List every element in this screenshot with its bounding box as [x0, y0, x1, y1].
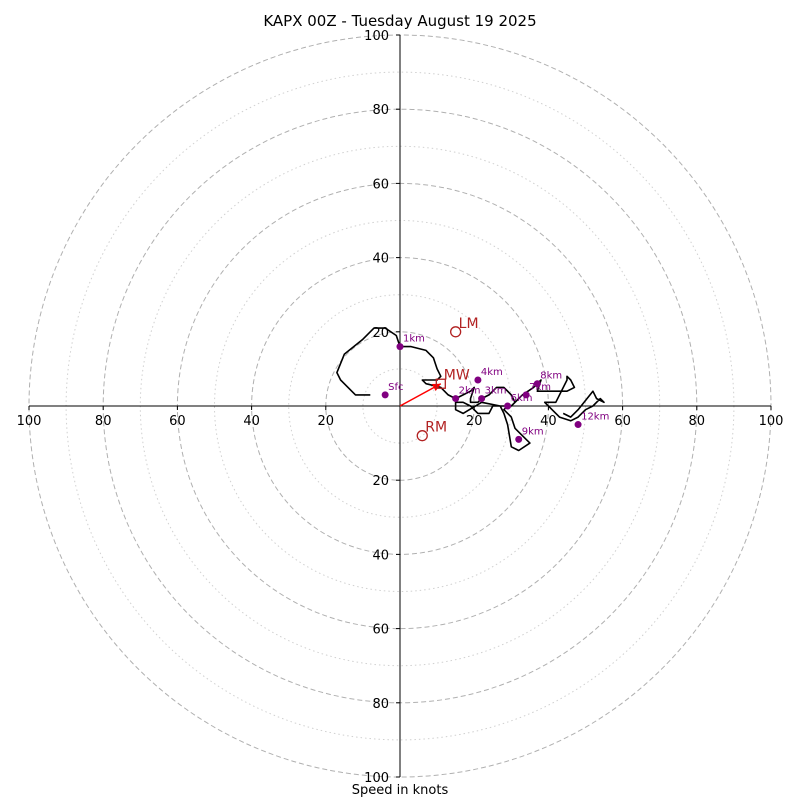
motion-label-lm: LM — [459, 316, 479, 332]
motion-label-rm: RM — [425, 420, 447, 436]
y-tick-label: 100 — [364, 771, 389, 786]
x-tick-label: 40 — [540, 414, 557, 429]
height-marker-sfc — [381, 391, 389, 399]
x-tick-label: 80 — [95, 414, 112, 429]
height-marker-7km — [522, 391, 530, 399]
y-tick-label: 40 — [372, 252, 389, 267]
height-marker-2km — [452, 395, 460, 403]
hodograph-line — [336, 327, 605, 452]
motion-marker-rm — [416, 430, 428, 442]
hodograph-trace — [336, 327, 605, 452]
height-marker-8km — [533, 380, 541, 388]
y-tick-label: 100 — [364, 29, 389, 44]
height-label-7km: 7km — [529, 382, 551, 393]
x-tick-label: 100 — [759, 414, 784, 429]
x-tick-label: 20 — [466, 414, 483, 429]
motion-label-mw: MW — [444, 368, 470, 384]
x-tick-label: 60 — [169, 414, 186, 429]
x-tick-label: 100 — [17, 414, 42, 429]
y-tick-label: 20 — [372, 326, 389, 341]
y-tick-label: 60 — [372, 623, 389, 638]
motion-marker-mw — [435, 378, 446, 389]
x-tick-label: 20 — [318, 414, 335, 429]
x-tick-label: 80 — [689, 414, 706, 429]
height-marker-1km — [396, 343, 404, 351]
height-marker-4km — [474, 376, 482, 384]
height-label-2km: 2km — [459, 386, 481, 397]
height-label-8km: 8km — [540, 371, 562, 382]
y-tick-label: 80 — [372, 697, 389, 712]
height-marker-9km — [515, 435, 523, 443]
height-marker-3km — [478, 395, 486, 403]
x-axis-label: Speed in knots — [351, 783, 449, 798]
height-marker-6km — [504, 402, 512, 410]
height-marker-12km — [574, 421, 582, 429]
y-tick-label: 40 — [372, 548, 389, 563]
y-tick-label: 60 — [372, 177, 389, 192]
height-label-3km: 3km — [485, 386, 507, 397]
height-label-1km: 1km — [403, 334, 425, 345]
y-tick-label: 80 — [372, 103, 389, 118]
tick-labels: 20 20 20 20 40 40 40 40 60 60 60 60 80 80 80 80 100 100 10… — [17, 29, 784, 786]
chart-title: KAPX 00Z - Tuesday August 19 2025 — [263, 12, 537, 30]
height-label-6km: 6km — [511, 393, 533, 404]
storm-motion-markers: LM MW RM — [399, 316, 479, 442]
height-label-4km: 4km — [481, 367, 503, 378]
height-label-9km: 9km — [522, 426, 544, 437]
motion-marker-lm — [449, 326, 462, 338]
x-tick-label: 60 — [614, 414, 631, 429]
height-label-12km: 12km — [581, 412, 609, 423]
x-tick-label: 40 — [243, 414, 260, 429]
y-tick-label: 20 — [372, 474, 389, 489]
height-label-sfc: Sfc — [388, 382, 403, 393]
